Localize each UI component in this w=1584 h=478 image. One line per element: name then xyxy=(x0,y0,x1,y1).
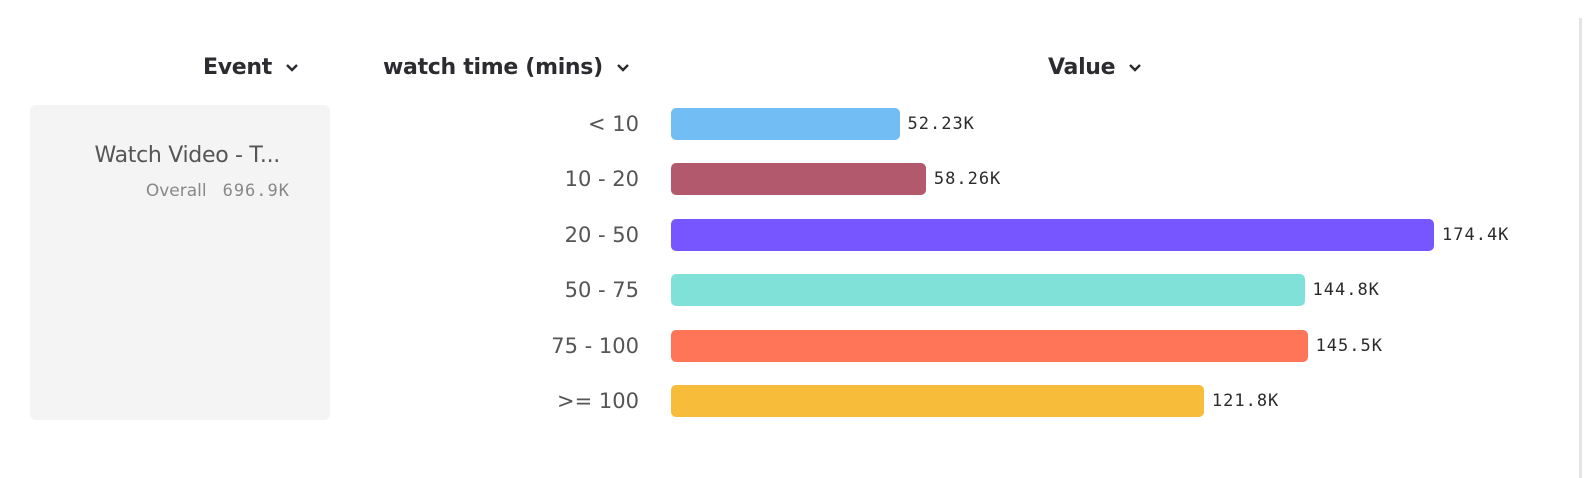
bar[interactable] xyxy=(671,108,900,140)
bar[interactable] xyxy=(671,330,1308,362)
category-label: 10 - 20 xyxy=(564,167,639,191)
event-overall: Overall 696.9K xyxy=(146,181,290,201)
category-label: 20 - 50 xyxy=(564,223,639,247)
value-header-label: Value xyxy=(1048,54,1116,80)
category-label: 75 - 100 xyxy=(551,334,639,358)
event-header-label: Event xyxy=(203,54,272,80)
value-label: 144.8K xyxy=(1312,280,1380,300)
value-label: 52.23K xyxy=(907,114,975,134)
value-column-header[interactable]: Value xyxy=(1048,52,1143,82)
value-label: 58.26K xyxy=(933,169,1002,189)
event-column-header[interactable]: Event xyxy=(203,52,300,82)
category-label: >= 100 xyxy=(557,389,639,413)
event-card[interactable]: Watch Video - T... Overall 696.9K xyxy=(30,105,330,420)
chevron-down-icon xyxy=(1129,64,1142,72)
chevron-down-icon xyxy=(286,64,298,72)
category-label: < 10 xyxy=(588,112,639,136)
overall-value: 696.9K xyxy=(222,181,290,201)
event-name: Watch Video - T... xyxy=(94,143,281,168)
chevron-down-icon xyxy=(616,64,629,72)
breakdown-column-header[interactable]: watch time (mins) xyxy=(383,52,631,82)
value-label: 145.5K xyxy=(1315,336,1383,356)
bar[interactable] xyxy=(671,385,1204,417)
value-label: 174.4K xyxy=(1442,225,1510,245)
value-label: 121.8K xyxy=(1211,391,1280,411)
breakdown-header-label: watch time (mins) xyxy=(383,54,603,80)
scrollbar-divider xyxy=(1579,18,1582,478)
bar[interactable] xyxy=(671,274,1305,306)
category-label: 50 - 75 xyxy=(564,278,639,302)
bar[interactable] xyxy=(671,163,926,195)
overall-label: Overall xyxy=(145,181,207,201)
bar[interactable] xyxy=(671,219,1434,251)
